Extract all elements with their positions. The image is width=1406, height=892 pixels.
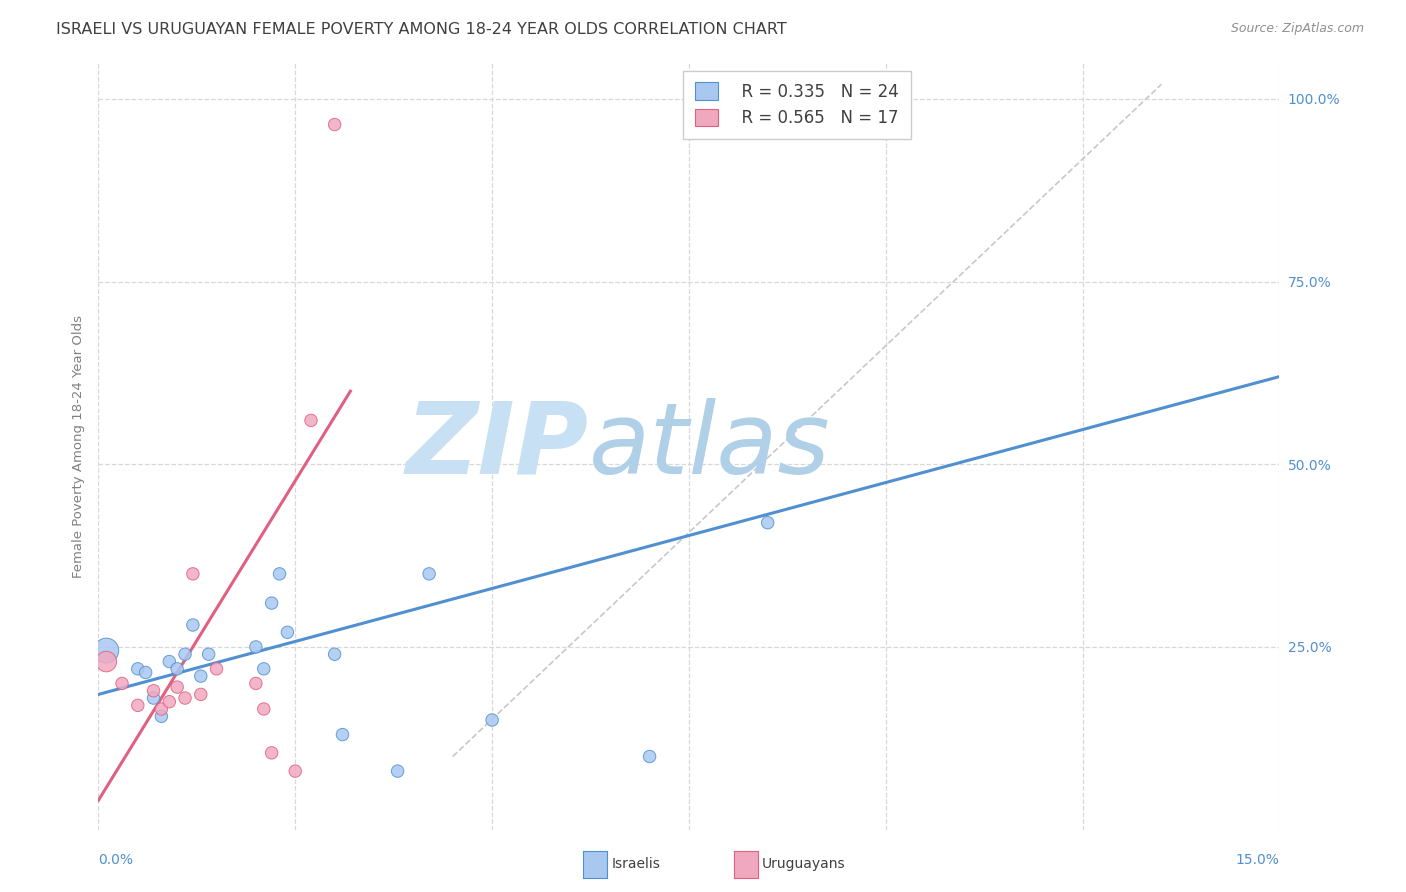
Point bbox=[245, 676, 267, 690]
Point bbox=[142, 683, 165, 698]
Text: Uruguayans: Uruguayans bbox=[762, 857, 845, 871]
Point bbox=[481, 713, 503, 727]
Point bbox=[197, 647, 219, 661]
Legend:   R = 0.335   N = 24,   R = 0.565   N = 17: R = 0.335 N = 24, R = 0.565 N = 17 bbox=[683, 70, 911, 139]
Point bbox=[174, 647, 197, 661]
Point bbox=[638, 749, 661, 764]
Point bbox=[299, 413, 322, 427]
Point bbox=[190, 687, 212, 701]
Point bbox=[181, 618, 204, 632]
Point bbox=[150, 702, 173, 716]
Point bbox=[387, 764, 409, 778]
Text: Israelis: Israelis bbox=[612, 857, 661, 871]
Point bbox=[332, 728, 354, 742]
Point bbox=[245, 640, 267, 654]
Point bbox=[284, 764, 307, 778]
Point bbox=[96, 655, 118, 669]
Point bbox=[127, 662, 149, 676]
Point bbox=[323, 118, 346, 132]
Point bbox=[205, 662, 228, 676]
Point bbox=[157, 655, 180, 669]
Point bbox=[174, 691, 197, 706]
Point bbox=[269, 566, 291, 581]
Point bbox=[166, 662, 188, 676]
Point bbox=[253, 662, 276, 676]
Text: ISRAELI VS URUGUAYAN FEMALE POVERTY AMONG 18-24 YEAR OLDS CORRELATION CHART: ISRAELI VS URUGUAYAN FEMALE POVERTY AMON… bbox=[56, 22, 787, 37]
Point bbox=[127, 698, 149, 713]
Text: 15.0%: 15.0% bbox=[1236, 853, 1279, 867]
Point bbox=[181, 566, 204, 581]
Y-axis label: Female Poverty Among 18-24 Year Olds: Female Poverty Among 18-24 Year Olds bbox=[72, 315, 84, 577]
Point bbox=[756, 516, 779, 530]
Point bbox=[190, 669, 212, 683]
Text: atlas: atlas bbox=[589, 398, 830, 494]
Text: Source: ZipAtlas.com: Source: ZipAtlas.com bbox=[1230, 22, 1364, 36]
Point bbox=[260, 596, 283, 610]
Point bbox=[835, 118, 858, 132]
Point bbox=[276, 625, 298, 640]
Point bbox=[166, 680, 188, 694]
Point bbox=[418, 566, 440, 581]
Point bbox=[150, 709, 173, 723]
Point bbox=[323, 647, 346, 661]
Point bbox=[157, 695, 180, 709]
Point bbox=[135, 665, 157, 680]
Point bbox=[142, 691, 165, 706]
Point bbox=[111, 676, 134, 690]
Point bbox=[260, 746, 283, 760]
Point bbox=[253, 702, 276, 716]
Point bbox=[96, 643, 118, 657]
Text: ZIP: ZIP bbox=[405, 398, 589, 494]
Text: 0.0%: 0.0% bbox=[98, 853, 134, 867]
